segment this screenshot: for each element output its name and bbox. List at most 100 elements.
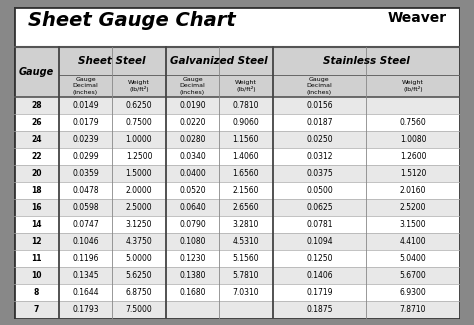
Text: 0.0239: 0.0239: [72, 135, 99, 144]
Text: 5.1560: 5.1560: [233, 254, 259, 264]
Text: 2.0160: 2.0160: [400, 186, 426, 195]
Text: 0.0359: 0.0359: [72, 169, 99, 178]
Text: Galvanized Steel: Galvanized Steel: [170, 56, 268, 66]
Text: 2.6560: 2.6560: [233, 203, 259, 213]
Bar: [14, 131, 460, 148]
Text: 0.9060: 0.9060: [233, 118, 259, 127]
Text: 2.5200: 2.5200: [400, 203, 426, 213]
Text: Weight
(lb/ft²): Weight (lb/ft²): [235, 80, 257, 92]
Text: 0.0400: 0.0400: [179, 169, 206, 178]
Text: 6.8750: 6.8750: [126, 289, 152, 297]
Text: 1.0000: 1.0000: [126, 135, 152, 144]
Text: 1.6560: 1.6560: [233, 169, 259, 178]
Text: 4.5310: 4.5310: [233, 238, 259, 246]
Text: 5.6700: 5.6700: [400, 271, 427, 280]
Text: 1.4060: 1.4060: [233, 152, 259, 161]
Text: 0.0375: 0.0375: [306, 169, 333, 178]
Text: 0.0250: 0.0250: [306, 135, 333, 144]
Text: 1.1560: 1.1560: [233, 135, 259, 144]
Text: 3.1500: 3.1500: [400, 220, 426, 229]
Text: 14: 14: [31, 220, 42, 229]
Text: 0.0747: 0.0747: [72, 220, 99, 229]
Text: Sheet Gauge Chart: Sheet Gauge Chart: [27, 11, 235, 30]
Text: 5.0000: 5.0000: [126, 254, 152, 264]
Text: 3.1250: 3.1250: [126, 220, 152, 229]
Text: 2.5000: 2.5000: [126, 203, 152, 213]
Bar: [14, 216, 460, 233]
Bar: [14, 47, 460, 97]
Text: Gauge
Decimal
(inches): Gauge Decimal (inches): [73, 77, 99, 95]
Text: 8: 8: [34, 289, 39, 297]
Text: 0.1680: 0.1680: [179, 289, 206, 297]
Text: 0.1345: 0.1345: [72, 271, 99, 280]
Text: 1.2600: 1.2600: [400, 152, 426, 161]
Text: 1.5000: 1.5000: [126, 169, 152, 178]
Text: 0.1719: 0.1719: [306, 289, 333, 297]
Text: 0.0520: 0.0520: [179, 186, 206, 195]
Text: 0.0790: 0.0790: [179, 220, 206, 229]
Text: 0.0781: 0.0781: [306, 220, 333, 229]
Text: 0.0340: 0.0340: [179, 152, 206, 161]
Bar: [14, 199, 460, 216]
Text: 26: 26: [31, 118, 42, 127]
Text: 1.0080: 1.0080: [400, 135, 426, 144]
Text: 10: 10: [31, 271, 42, 280]
Text: 3.2810: 3.2810: [233, 220, 259, 229]
Text: 5.7810: 5.7810: [233, 271, 259, 280]
Text: 1.2500: 1.2500: [126, 152, 152, 161]
Bar: [14, 97, 460, 114]
Text: Weaver: Weaver: [387, 11, 447, 25]
Text: 0.1406: 0.1406: [306, 271, 333, 280]
Text: 0.1046: 0.1046: [72, 238, 99, 246]
Text: 7: 7: [34, 306, 39, 315]
Text: 0.7560: 0.7560: [400, 118, 427, 127]
Text: 0.0190: 0.0190: [179, 101, 206, 110]
Bar: [14, 114, 460, 131]
Text: 4.4100: 4.4100: [400, 238, 426, 246]
Text: 0.1080: 0.1080: [179, 238, 206, 246]
Text: 0.1644: 0.1644: [72, 289, 99, 297]
Text: 0.0598: 0.0598: [72, 203, 99, 213]
Text: Sheet Steel: Sheet Steel: [79, 56, 146, 66]
Bar: [14, 267, 460, 284]
Bar: [14, 165, 460, 182]
Text: 0.7810: 0.7810: [233, 101, 259, 110]
Text: 0.7500: 0.7500: [126, 118, 152, 127]
Text: 5.0400: 5.0400: [400, 254, 427, 264]
Text: 28: 28: [31, 101, 42, 110]
Text: 20: 20: [31, 169, 42, 178]
Text: 0.0280: 0.0280: [179, 135, 206, 144]
Text: 7.8710: 7.8710: [400, 306, 426, 315]
Text: 1.5120: 1.5120: [400, 169, 426, 178]
Text: Gauge: Gauge: [19, 67, 54, 77]
Text: 0.1196: 0.1196: [72, 254, 99, 264]
Text: 0.0149: 0.0149: [72, 101, 99, 110]
Bar: [14, 302, 460, 318]
Text: 0.0156: 0.0156: [306, 101, 333, 110]
Text: 0.6250: 0.6250: [126, 101, 152, 110]
Text: 7.0310: 7.0310: [233, 289, 259, 297]
Text: Gauge
Decimal
(inches): Gauge Decimal (inches): [307, 77, 332, 95]
Text: 0.1230: 0.1230: [179, 254, 206, 264]
Bar: [14, 148, 460, 165]
Text: 7.5000: 7.5000: [126, 306, 152, 315]
Text: 0.0500: 0.0500: [306, 186, 333, 195]
Text: 6.9300: 6.9300: [400, 289, 427, 297]
Text: 0.1875: 0.1875: [306, 306, 333, 315]
Text: 5.6250: 5.6250: [126, 271, 152, 280]
Text: 18: 18: [31, 186, 42, 195]
Text: 0.0478: 0.0478: [72, 186, 99, 195]
Bar: [14, 251, 460, 267]
Bar: [14, 233, 460, 251]
Text: 0.1793: 0.1793: [72, 306, 99, 315]
Text: 0.0220: 0.0220: [179, 118, 206, 127]
Text: 0.1380: 0.1380: [179, 271, 206, 280]
Text: 16: 16: [31, 203, 42, 213]
Text: 24: 24: [31, 135, 42, 144]
Text: 0.0625: 0.0625: [306, 203, 333, 213]
Text: Weight
(lb/ft²): Weight (lb/ft²): [402, 80, 424, 92]
Text: 0.1250: 0.1250: [306, 254, 333, 264]
Text: 0.0312: 0.0312: [306, 152, 333, 161]
Text: 22: 22: [31, 152, 42, 161]
Text: 0.0179: 0.0179: [72, 118, 99, 127]
